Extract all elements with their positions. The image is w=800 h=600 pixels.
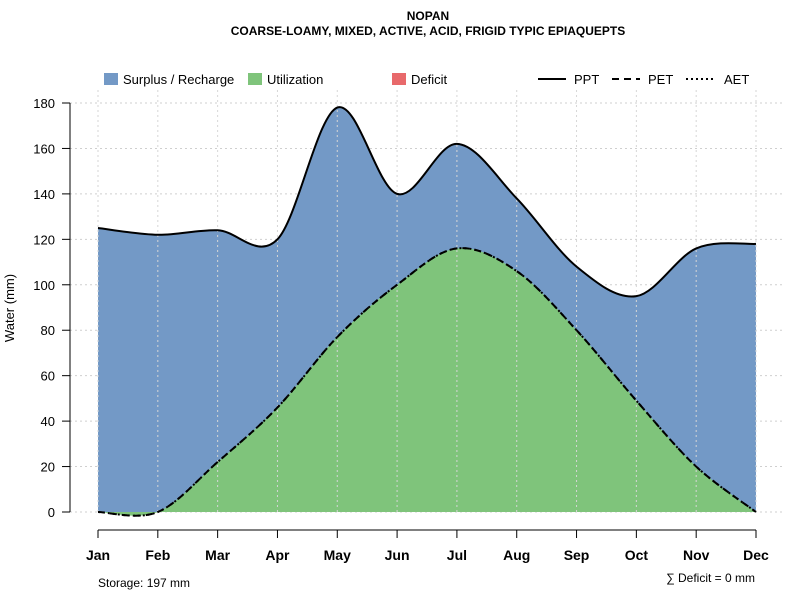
series-line-aet bbox=[97, 247, 757, 517]
legend-swatch-surplus bbox=[104, 73, 118, 85]
series-line-ppt bbox=[97, 106, 757, 298]
x-tick-label-sep: Sep bbox=[564, 547, 590, 563]
month-grid-lines bbox=[97, 90, 757, 512]
legend-swatch-deficit bbox=[392, 73, 406, 85]
x-tick-label-feb: Feb bbox=[145, 547, 170, 563]
legend: Surplus / Recharge Utilization Deficit P… bbox=[104, 72, 749, 87]
area-utilization bbox=[98, 248, 756, 516]
series-lines bbox=[97, 106, 757, 517]
x-tick-label-apr: Apr bbox=[265, 547, 290, 563]
y-tick-label: 0 bbox=[48, 505, 55, 520]
y-tick-label: 60 bbox=[41, 369, 55, 384]
y-axis-label: Water (mm) bbox=[2, 274, 17, 342]
x-tick-label-jun: Jun bbox=[385, 547, 410, 563]
y-tick-label: 40 bbox=[41, 414, 55, 429]
storage-annotation: Storage: 197 mm bbox=[98, 576, 190, 590]
y-tick-label: 80 bbox=[41, 323, 55, 338]
legend-label-deficit: Deficit bbox=[411, 72, 448, 87]
y-tick-label: 20 bbox=[41, 460, 55, 475]
y-tick-label: 180 bbox=[33, 96, 55, 111]
y-tick-label: 140 bbox=[33, 187, 55, 202]
y-tick-label: 120 bbox=[33, 232, 55, 247]
x-tick-label-jul: Jul bbox=[447, 547, 467, 563]
y-tick-label: 100 bbox=[33, 278, 55, 293]
series-line-pet bbox=[97, 247, 757, 517]
chart-subtitle: COARSE-LOAMY, MIXED, ACTIVE, ACID, FRIGI… bbox=[231, 24, 625, 38]
deficit-annotation: ∑ Deficit = 0 mm bbox=[666, 571, 755, 585]
x-axis: Jan Feb Mar Apr May Jun Jul Aug Sep Oct Nov Dec bbox=[86, 529, 769, 563]
legend-swatch-utilization bbox=[248, 73, 262, 85]
y-tick-label: 160 bbox=[33, 141, 55, 156]
legend-label-pet: PET bbox=[648, 72, 673, 87]
legend-label-utilization: Utilization bbox=[267, 72, 323, 87]
y-axis: 0 20 40 60 80 100 120 140 160 180 bbox=[33, 96, 71, 520]
x-tick-label-nov: Nov bbox=[683, 547, 710, 563]
x-tick-label-aug: Aug bbox=[503, 547, 530, 563]
x-tick-label-may: May bbox=[324, 547, 351, 563]
legend-label-ppt: PPT bbox=[574, 72, 599, 87]
chart-title: NOPAN bbox=[407, 9, 449, 23]
legend-label-surplus: Surplus / Recharge bbox=[123, 72, 234, 87]
x-tick-label-mar: Mar bbox=[205, 547, 230, 563]
area-fills bbox=[98, 107, 756, 516]
x-tick-label-oct: Oct bbox=[625, 547, 649, 563]
x-tick-label-dec: Dec bbox=[743, 547, 769, 563]
x-tick-label-jan: Jan bbox=[86, 547, 110, 563]
legend-label-aet: AET bbox=[724, 72, 749, 87]
